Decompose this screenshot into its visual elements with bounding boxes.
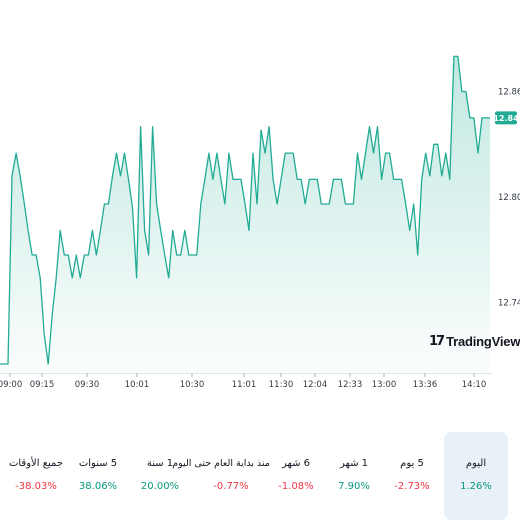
x-tick-label: 12:04 — [303, 380, 328, 390]
period-tab-5-years[interactable]: 5 سنوات 38.06% — [66, 432, 130, 520]
period-tab-today[interactable]: اليوم 1.26% — [444, 432, 508, 520]
x-tick-label: 10:30 — [180, 380, 205, 390]
last-price-label: 12.84 — [493, 114, 519, 123]
period-change: -0.77% — [192, 481, 270, 492]
x-tick-label: 11:30 — [269, 380, 294, 390]
period-tab-1-month[interactable]: 1 شهر 7.90% — [322, 432, 386, 520]
period-change: -1.08% — [264, 481, 328, 492]
period-tab-5-days[interactable]: 5 يوم -2.73% — [380, 432, 444, 520]
price-area-fill — [0, 56, 490, 373]
period-change: 38.06% — [66, 481, 130, 492]
period-label: منذ بداية العام حتى اليوم — [192, 458, 270, 469]
tradingview-logo[interactable]: 17 TradingView — [429, 334, 520, 349]
x-tick-label: 13:00 — [372, 380, 397, 390]
period-change: 1.26% — [444, 481, 508, 492]
period-selector: اليوم 1.26% 5 يوم -2.73% 1 شهر 7.90% 6 ش… — [0, 432, 520, 520]
last-price-badge: 12.84 — [493, 111, 519, 124]
x-tick-label: 09:30 — [75, 380, 100, 390]
period-tab-all-time[interactable]: جميع الأوقات -38.03% — [4, 432, 68, 520]
period-change: 20.00% — [128, 481, 192, 492]
period-change: -2.73% — [380, 481, 444, 492]
y-tick-label: 12.86 — [498, 88, 520, 98]
period-label: 5 يوم — [380, 458, 444, 469]
x-tick-label: 10:01 — [125, 380, 150, 390]
period-label: 1 شهر — [322, 458, 386, 469]
period-label: 5 سنوات — [66, 458, 130, 469]
x-tick-label: 14:10 — [462, 380, 487, 390]
period-change: 7.90% — [322, 481, 386, 492]
x-tick-label: 09:15 — [30, 380, 55, 390]
x-tick-label: 13:36 — [413, 380, 438, 390]
period-label: اليوم — [444, 458, 508, 469]
period-tab-6-months[interactable]: 6 شهر -1.08% — [264, 432, 328, 520]
period-tab-1-year[interactable]: 1 سنة 20.00% — [128, 432, 192, 520]
y-tick-label: 12.80 — [498, 193, 520, 203]
tradingview-logo-text: TradingView — [446, 334, 520, 349]
x-tick-label: 09:00 — [0, 380, 22, 390]
period-label: جميع الأوقات — [4, 458, 68, 469]
period-label: 6 شهر — [264, 458, 328, 469]
y-tick-label: 12.74 — [498, 299, 520, 309]
tradingview-logo-icon: 17 — [429, 334, 443, 349]
x-axis-ticks: 09:00 09:15 09:30 10:01 10:30 11:01 11:30 12:04… — [0, 373, 486, 390]
period-tab-ytd[interactable]: منذ بداية العام حتى اليوم -0.77% — [192, 432, 270, 520]
period-change: -38.03% — [4, 481, 68, 492]
x-tick-label: 11:01 — [232, 380, 257, 390]
x-tick-label: 12:33 — [338, 380, 363, 390]
period-label: 1 سنة — [128, 458, 192, 469]
